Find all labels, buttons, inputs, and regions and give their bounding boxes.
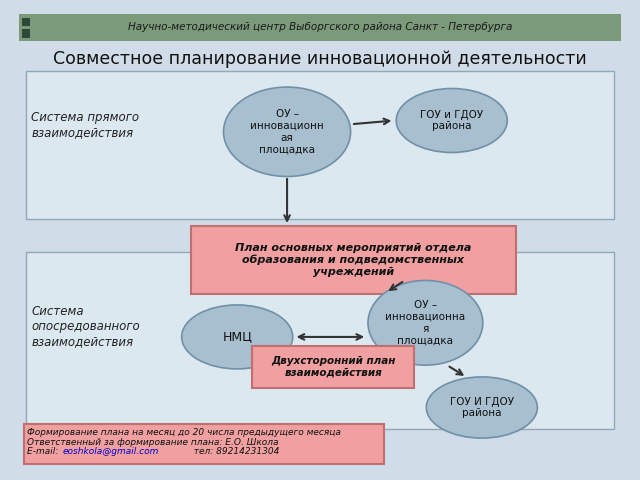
FancyBboxPatch shape xyxy=(191,226,516,294)
Text: Научно-методический центр Выборгского района Санкт - Петербурга: Научно-методический центр Выборгского ра… xyxy=(128,23,512,32)
Text: Ответственный за формирование плана: Е.О. Школа: Ответственный за формирование плана: Е.О… xyxy=(28,438,279,446)
Text: eoshkola@gmail.com: eoshkola@gmail.com xyxy=(62,447,159,456)
FancyBboxPatch shape xyxy=(19,14,621,40)
Ellipse shape xyxy=(368,280,483,365)
FancyBboxPatch shape xyxy=(26,252,614,429)
Text: тел: 89214231304: тел: 89214231304 xyxy=(164,447,279,456)
Text: ГОУ И ГДОУ
района: ГОУ И ГДОУ района xyxy=(450,396,514,418)
Bar xyxy=(22,29,30,38)
Text: Формирование плана на месяц до 20 числа предыдущего месяца: Формирование плана на месяц до 20 числа … xyxy=(28,428,341,437)
FancyBboxPatch shape xyxy=(26,71,614,219)
Text: ГОУ и ГДОУ
района: ГОУ и ГДОУ района xyxy=(420,109,483,132)
FancyBboxPatch shape xyxy=(252,347,414,388)
Text: План основных мероприятий отдела
образования и подведомственных
учреждений: План основных мероприятий отдела образов… xyxy=(236,243,472,277)
Text: Двухсторонний план
взаимодействия: Двухсторонний план взаимодействия xyxy=(271,356,396,378)
Text: НМЦ: НМЦ xyxy=(222,330,252,343)
Text: E-mail:: E-mail: xyxy=(28,447,61,456)
Text: Совместное планирование инновационной деятельности: Совместное планирование инновационной де… xyxy=(53,50,587,68)
Text: Система
опосредованного
взаимодействия: Система опосредованного взаимодействия xyxy=(31,305,140,348)
Ellipse shape xyxy=(182,305,292,369)
Bar xyxy=(22,18,30,26)
FancyBboxPatch shape xyxy=(24,424,384,464)
Text: ОУ –
инновационн
ая
площадка: ОУ – инновационн ая площадка xyxy=(250,109,324,154)
Ellipse shape xyxy=(426,377,538,438)
Ellipse shape xyxy=(396,88,508,153)
Ellipse shape xyxy=(223,87,351,177)
Text: Система прямого
взаимодействия: Система прямого взаимодействия xyxy=(31,111,140,139)
Text: ОУ –
инновационна
я
площадка: ОУ – инновационна я площадка xyxy=(385,300,465,345)
